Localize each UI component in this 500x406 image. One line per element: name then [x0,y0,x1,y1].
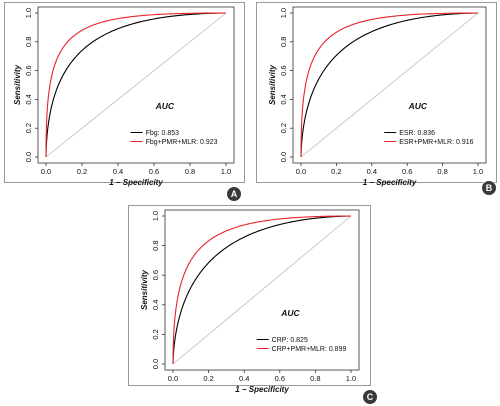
x-tick-label: 0.0 [168,374,178,383]
x-tick-label: 0.0 [296,167,306,176]
panel-b: 0.0 0.2 0.4 0.6 0.8 1.0 0.0 0.2 0.4 0.6 0.8 1.0 1 − … [256,2,497,196]
x-tick-label: 0.6 [402,167,412,176]
plot-area-border [164,209,360,371]
panel-badge [226,186,242,202]
y-tick-label: 0.6 [279,65,288,75]
x-tick-label: 0.6 [149,167,159,176]
y-tick-label: 0.2 [279,123,288,133]
x-tick-label: 0.2 [203,374,213,383]
panel-a: 0.0 0.2 0.4 0.6 0.8 1.0 0.0 0.2 0.4 0.6 0.8 1.0 1 − … [4,2,245,202]
legend-label: Fbg+PMR+MLR: 0.923 [146,139,218,146]
roc-curve-combined [172,215,352,364]
x-tick-label: 1.0 [221,167,231,176]
panel-badge [481,180,497,196]
legend-title: AUC [280,308,300,318]
reference-diagonal [300,12,479,158]
roc-curve-combined [45,12,226,157]
x-axis-title: 1 − Specificity [235,385,289,394]
y-tick-label: 0.0 [279,152,288,162]
legend-label: Fbg: 0.853 [146,130,180,137]
y-tick-label: 1.0 [279,8,288,18]
y-tick-label: 1.0 [151,211,160,221]
x-tick-label: 0.4 [239,374,249,383]
legend-title: AUC [155,101,175,111]
x-tick-label: 0.4 [113,167,123,176]
roc-curve-single [45,12,227,157]
y-tick-label: 0.6 [151,270,160,280]
y-tick-label: 0.8 [151,240,160,250]
legend-label: CRP+PMR+MLR: 0.899 [272,346,347,353]
x-axis-title: 1 − Specificity [363,178,417,187]
panel-frame [128,205,371,386]
legend-title: AUC [408,101,428,111]
x-tick-label: 0.0 [41,167,51,176]
x-tick-label: 1.0 [473,167,483,176]
legend-label: ESR: 0.836 [399,130,435,137]
plot-area-border [37,6,235,164]
panel-letter: B [486,183,493,193]
reference-diagonal [172,215,352,365]
reference-diagonal [45,12,227,158]
x-axis-title: 1 − Specificity [109,178,163,187]
x-tick-label: 0.2 [331,167,341,176]
x-tick-label: 0.8 [185,167,195,176]
y-tick-label: 0.0 [151,359,160,369]
y-axis-title: Sensitivity [268,64,277,105]
panel-frame [256,2,497,183]
y-tick-label: 0.8 [279,37,288,47]
x-tick-label: 0.6 [275,374,285,383]
legend-label: CRP: 0.825 [272,337,308,344]
y-axis-title: Sensitivity [13,64,22,105]
x-tick-label: 1.0 [346,374,356,383]
x-tick-label: 0.8 [437,167,447,176]
y-tick-label: 0.6 [24,65,33,75]
x-tick-label: 0.2 [77,167,87,176]
y-tick-label: 0.4 [24,94,33,104]
legend-label: ESR+PMR+MLR: 0.916 [399,139,473,146]
panel-letter: C [367,392,374,402]
y-tick-label: 0.4 [279,94,288,104]
y-axis-title: Sensitivity [140,269,149,310]
roc-curve-combined [300,12,478,157]
y-tick-label: 0.0 [24,152,33,162]
y-tick-label: 0.4 [151,300,160,310]
panel-badge [362,389,378,405]
plot-area-border [292,6,487,164]
panel-c: 0.0 0.2 0.4 0.6 0.8 1.0 0.0 0.2 0.4 0.6 0.8 1.0 1 − … [128,205,378,405]
roc-curve-single [300,12,479,157]
panel-letter: A [231,189,238,199]
y-tick-label: 0.8 [24,37,33,47]
y-tick-label: 0.2 [24,123,33,133]
y-tick-label: 0.2 [151,329,160,339]
x-tick-label: 0.4 [367,167,377,176]
panel-frame [4,2,245,183]
y-tick-label: 1.0 [24,8,33,18]
x-tick-label: 0.8 [310,374,320,383]
roc-curve-single [172,215,352,364]
